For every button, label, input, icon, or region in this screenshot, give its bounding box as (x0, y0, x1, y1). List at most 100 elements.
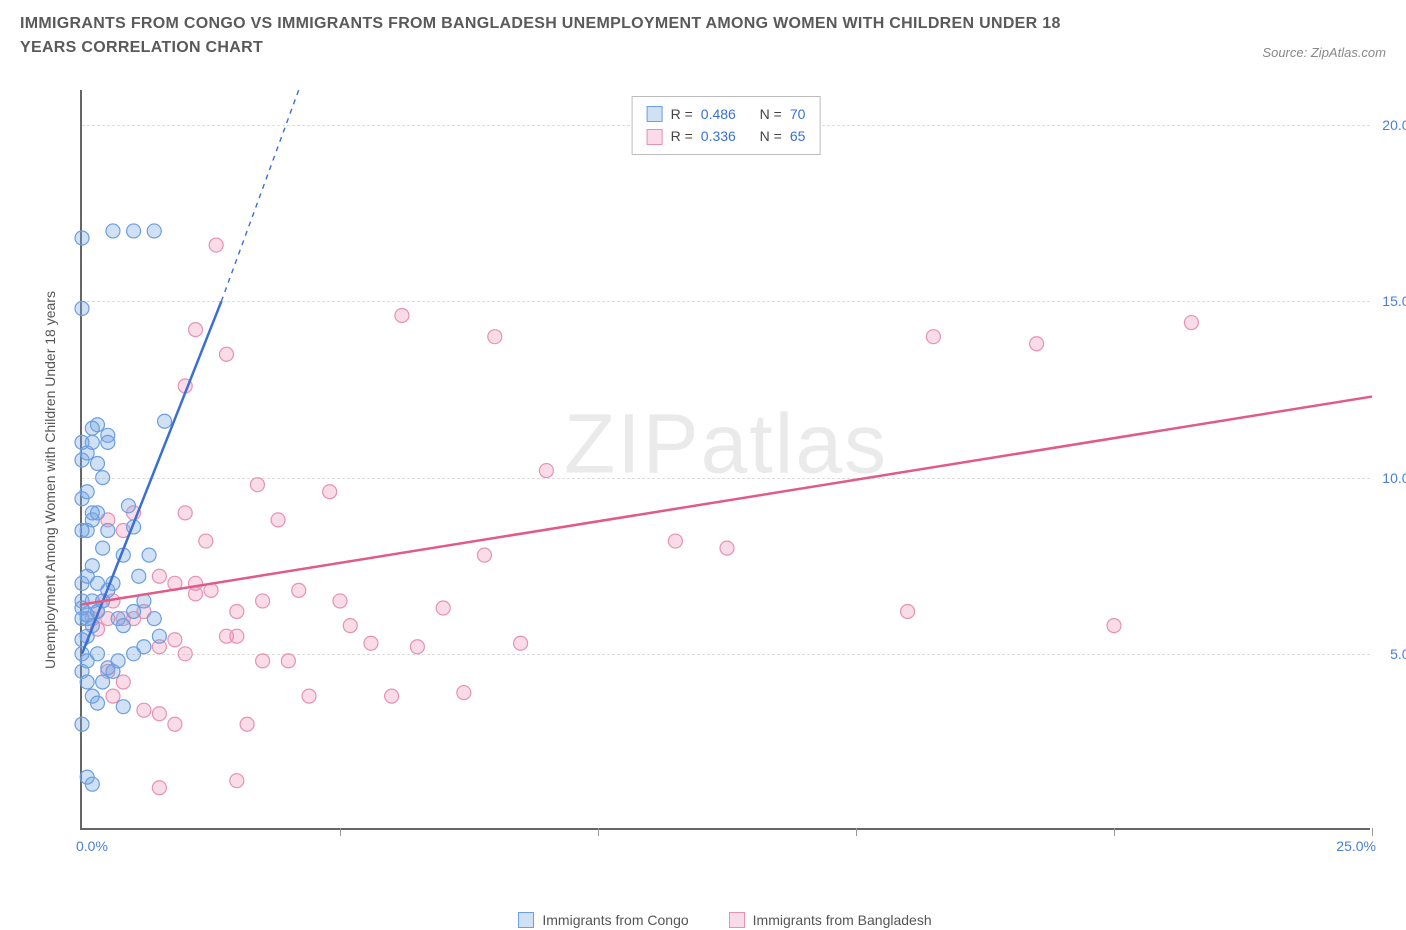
scatter-point (75, 717, 89, 731)
scatter-point (116, 619, 130, 633)
scatter-point (96, 675, 110, 689)
scatter-point (385, 689, 399, 703)
scatter-point (106, 224, 120, 238)
scatter-point (147, 612, 161, 626)
legend-swatch-bangladesh (729, 912, 745, 928)
stats-legend-box: R = 0.486 N = 70 R = 0.336 N = 65 (632, 96, 821, 155)
y-tick-label: 10.0% (1382, 470, 1406, 486)
scatter-point (85, 559, 99, 573)
trend-line (221, 90, 298, 301)
legend-label-congo: Immigrants from Congo (542, 912, 688, 928)
scatter-point (127, 224, 141, 238)
chart-container: Unemployment Among Women with Children U… (20, 80, 1386, 880)
scatter-point (720, 541, 734, 555)
r-value-bangladesh: 0.336 (701, 125, 736, 147)
x-axis-max-label: 25.0% (1336, 838, 1376, 854)
scatter-svg (82, 90, 1370, 828)
n-label: N = (760, 103, 782, 125)
n-label: N = (760, 125, 782, 147)
scatter-point (323, 485, 337, 499)
source-attribution: Source: ZipAtlas.com (1262, 45, 1386, 60)
scatter-point (101, 523, 115, 537)
scatter-point (85, 421, 99, 435)
scatter-point (168, 717, 182, 731)
scatter-point (240, 717, 254, 731)
legend-swatch-congo (518, 912, 534, 928)
scatter-point (230, 629, 244, 643)
y-tick-label: 5.0% (1390, 646, 1406, 662)
r-label: R = (671, 103, 693, 125)
scatter-point (333, 594, 347, 608)
scatter-point (75, 301, 89, 315)
scatter-point (395, 309, 409, 323)
scatter-point (101, 435, 115, 449)
scatter-point (230, 605, 244, 619)
scatter-point (189, 323, 203, 337)
scatter-point (147, 224, 161, 238)
scatter-point (158, 414, 172, 428)
scatter-point (137, 703, 151, 717)
scatter-point (116, 700, 130, 714)
scatter-point (250, 478, 264, 492)
scatter-point (85, 506, 99, 520)
scatter-point (281, 654, 295, 668)
scatter-point (142, 548, 156, 562)
scatter-point (199, 534, 213, 548)
scatter-point (111, 654, 125, 668)
legend-item-bangladesh: Immigrants from Bangladesh (729, 912, 932, 928)
scatter-point (90, 647, 104, 661)
scatter-point (539, 464, 553, 478)
swatch-congo (647, 106, 663, 122)
scatter-point (271, 513, 285, 527)
scatter-point (343, 619, 357, 633)
scatter-point (96, 471, 110, 485)
source-name: ZipAtlas.com (1311, 45, 1386, 60)
legend-label-bangladesh: Immigrants from Bangladesh (753, 912, 932, 928)
scatter-point (75, 231, 89, 245)
scatter-point (1107, 619, 1121, 633)
scatter-point (90, 457, 104, 471)
scatter-point (668, 534, 682, 548)
scatter-point (75, 523, 89, 537)
stats-row-bangladesh: R = 0.336 N = 65 (647, 125, 806, 147)
scatter-point (90, 696, 104, 710)
scatter-point (256, 654, 270, 668)
scatter-point (364, 636, 378, 650)
scatter-point (514, 636, 528, 650)
scatter-point (436, 601, 450, 615)
scatter-point (132, 569, 146, 583)
scatter-point (127, 605, 141, 619)
x-tick (340, 828, 341, 836)
scatter-point (488, 330, 502, 344)
scatter-point (209, 238, 223, 252)
y-tick-label: 20.0% (1382, 117, 1406, 133)
x-axis-min-label: 0.0% (76, 838, 108, 854)
scatter-point (901, 605, 915, 619)
scatter-point (410, 640, 424, 654)
scatter-point (152, 629, 166, 643)
scatter-point (1184, 316, 1198, 330)
scatter-point (230, 774, 244, 788)
trend-line (82, 397, 1372, 605)
scatter-point (256, 594, 270, 608)
scatter-point (137, 640, 151, 654)
scatter-point (80, 675, 94, 689)
r-label: R = (671, 125, 693, 147)
scatter-point (178, 647, 192, 661)
scatter-point (121, 499, 135, 513)
x-tick (598, 828, 599, 836)
scatter-point (80, 608, 94, 622)
scatter-point (477, 548, 491, 562)
scatter-point (292, 583, 306, 597)
scatter-point (457, 686, 471, 700)
scatter-point (152, 707, 166, 721)
source-label: Source: (1262, 45, 1307, 60)
chart-title: IMMIGRANTS FROM CONGO VS IMMIGRANTS FROM… (20, 12, 1120, 60)
y-axis-title: Unemployment Among Women with Children U… (42, 291, 58, 669)
scatter-point (75, 435, 89, 449)
swatch-bangladesh (647, 129, 663, 145)
scatter-point (302, 689, 316, 703)
legend-item-congo: Immigrants from Congo (518, 912, 688, 928)
scatter-point (1030, 337, 1044, 351)
scatter-point (152, 569, 166, 583)
